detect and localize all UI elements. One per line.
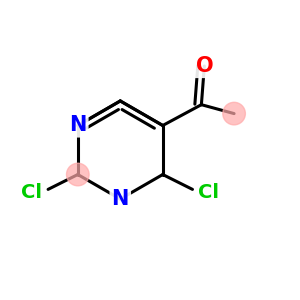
Text: Cl: Cl xyxy=(198,183,219,202)
Circle shape xyxy=(223,102,245,125)
Text: Cl: Cl xyxy=(21,183,42,202)
Text: N: N xyxy=(112,189,129,209)
Text: O: O xyxy=(196,56,213,76)
Text: N: N xyxy=(69,116,86,136)
Circle shape xyxy=(67,163,89,186)
